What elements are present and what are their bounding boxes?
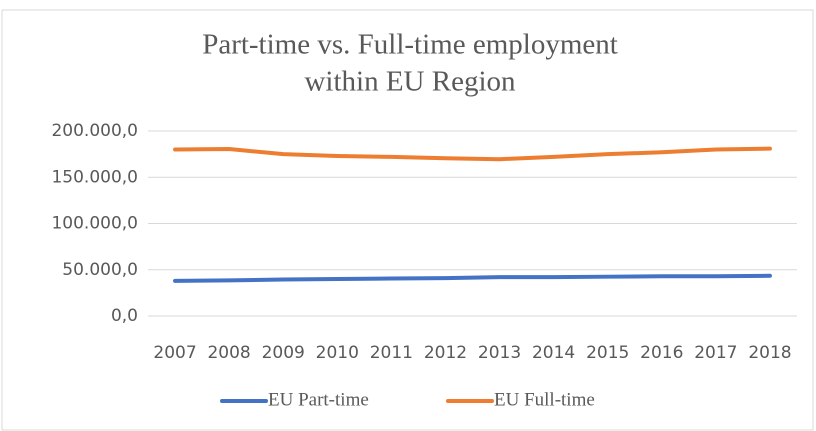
series-line: [173, 273, 772, 283]
y-tick-label: 100.000,0: [51, 214, 138, 234]
legend-label: EU Part-time: [268, 389, 369, 410]
x-tick-label: 2017: [694, 343, 737, 363]
series-line: [173, 146, 772, 162]
y-tick-label: 200.000,0: [51, 121, 138, 141]
x-tick-label: 2007: [153, 343, 196, 363]
chart-title: within EU Region: [304, 66, 516, 98]
chart-border: [1, 9, 814, 431]
x-tick-label: 2010: [316, 343, 359, 363]
x-tick-label: 2008: [207, 343, 250, 363]
x-tick-label: 2018: [748, 343, 791, 363]
x-tick-label: 2009: [262, 343, 305, 363]
x-tick-label: 2011: [370, 343, 413, 363]
x-tick-label: 2016: [640, 343, 683, 363]
legend-label: EU Full-time: [494, 389, 595, 410]
x-tick-label: 2013: [478, 343, 521, 363]
y-tick-label: 150.000,0: [51, 167, 138, 187]
x-tick-label: 2014: [532, 343, 575, 363]
chart-title: Part-time vs. Full-time employment: [202, 29, 618, 61]
y-tick-label: 50.000,0: [62, 260, 138, 280]
x-tick-label: 2012: [424, 343, 467, 363]
x-tick-label: 2015: [586, 343, 629, 363]
y-tick-label: 0,0: [111, 306, 138, 326]
